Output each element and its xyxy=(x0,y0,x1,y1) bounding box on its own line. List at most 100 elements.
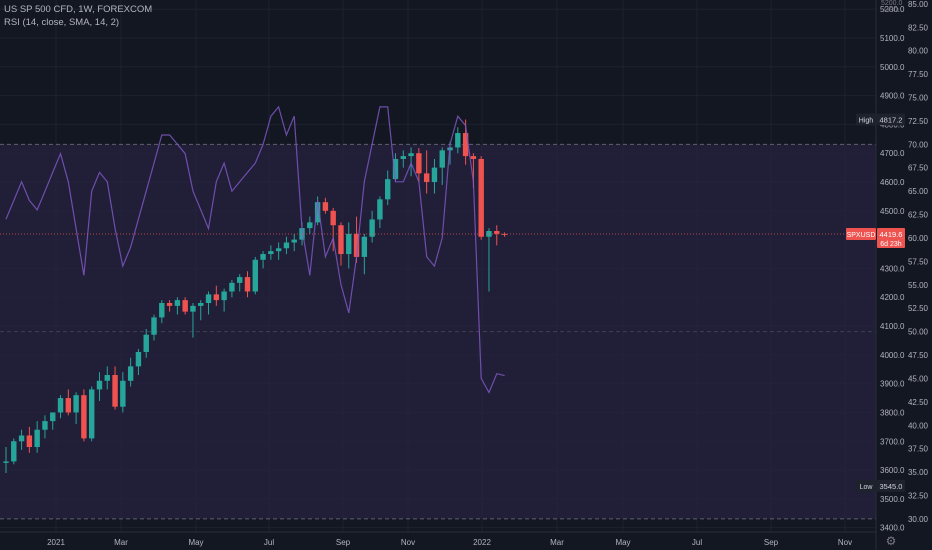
price-axis-label: 3800.0 xyxy=(880,408,905,417)
candle-body xyxy=(166,303,173,306)
candle-body xyxy=(96,380,103,390)
price-axis[interactable]: 3400.0 3500.0 3600.0 3700.0 3800.0 3900.0 4000… xyxy=(880,0,905,533)
price-axis-label: 5200.0 xyxy=(880,5,905,14)
gear-icon[interactable]: ⚙ xyxy=(885,534,897,548)
candle-body xyxy=(143,334,149,352)
rsi-axis-label: 60.00 xyxy=(908,234,929,243)
time-axis-label: Jul xyxy=(264,538,274,547)
chart-legend: US SP 500 CFD, 1W, FOREXCOM RSI (14, clo… xyxy=(4,3,152,29)
candle-body xyxy=(190,305,196,312)
candle-body xyxy=(400,156,406,159)
rsi-axis-label: 67.50 xyxy=(908,164,929,173)
candle-body xyxy=(127,366,134,381)
rsi-axis-label: 32.50 xyxy=(908,491,929,500)
candle-body xyxy=(322,202,329,211)
time-axis-label: May xyxy=(188,538,203,547)
candle-body xyxy=(494,230,500,234)
candle-body xyxy=(151,317,157,335)
candle-body xyxy=(50,412,56,422)
price-axis-label: 4500.0 xyxy=(880,207,905,216)
candle-body xyxy=(11,441,17,462)
rsi-axis-label: 65.00 xyxy=(908,187,929,196)
candle-body xyxy=(260,254,266,260)
candle-body xyxy=(213,294,220,301)
candle-body xyxy=(198,303,204,306)
current-price-box xyxy=(877,227,905,248)
time-axis[interactable]: 2021 Mar May Jul Sep Nov 2022 Mar May Jul Sep Nov xyxy=(47,538,852,547)
time-axis-label: Jul xyxy=(692,538,702,547)
candle-body xyxy=(88,389,95,439)
candle-body xyxy=(439,150,445,168)
price-axis-label: 4100.0 xyxy=(880,322,905,331)
candle-body xyxy=(174,300,181,306)
low-tag-label-box xyxy=(856,479,876,492)
price-axis-label: 5000.0 xyxy=(880,63,905,72)
candle-body xyxy=(455,133,461,148)
rsi-axis-label: 70.00 xyxy=(908,140,929,149)
rsi-axis-label: 37.50 xyxy=(908,445,929,454)
current-symbol-label: SPXUSD xyxy=(847,232,876,239)
candle-body xyxy=(159,303,165,318)
low-tag-value: 3545.0 xyxy=(880,482,903,491)
candle-body xyxy=(299,228,305,240)
rsi-axis-label: 85.00 xyxy=(908,0,929,9)
candle-body xyxy=(26,435,33,448)
candle-body xyxy=(283,242,290,249)
time-axis-label: Sep xyxy=(764,538,779,547)
price-axis-label: 4200.0 xyxy=(880,293,905,302)
price-axis-label: 3400.0 xyxy=(880,524,905,533)
candle-body xyxy=(478,158,484,237)
candle-body xyxy=(307,222,313,229)
time-axis-label: 2022 xyxy=(473,538,491,547)
rsi-axis-label: 50.00 xyxy=(908,328,929,337)
axis-tags: High 4817.2 Low 3545.0 SPXUSD 4419.6 6d 23h xyxy=(846,113,905,492)
price-axis-label: 4900.0 xyxy=(880,92,905,101)
rsi-axis[interactable]: 30.00 32.50 35.00 37.50 40.00 42.50 45.00 47.50… xyxy=(908,0,929,524)
rsi-axis-label: 45.00 xyxy=(908,374,929,383)
candle-body xyxy=(314,202,321,223)
candle-body xyxy=(423,173,430,183)
candle-body xyxy=(237,277,243,283)
high-tag-value-box xyxy=(877,113,905,126)
rsi-axis-label: 55.00 xyxy=(908,281,929,290)
rsi-axis-label: 72.50 xyxy=(908,117,929,126)
price-axis-label: 4700.0 xyxy=(880,149,905,158)
candle-body xyxy=(392,158,399,180)
time-axis-label: 2021 xyxy=(47,538,65,547)
candle-body xyxy=(338,225,344,255)
time-axis-label: May xyxy=(615,538,630,547)
candle-body xyxy=(275,248,282,252)
price-axis-unit: USD xyxy=(884,7,899,14)
time-axis-label: Mar xyxy=(550,538,564,547)
candle-body xyxy=(353,233,360,257)
candle-body xyxy=(462,133,469,157)
candle-body xyxy=(205,294,212,304)
indicator-title[interactable]: RSI (14, close, SMA, 14, 2) xyxy=(4,17,120,28)
price-axis-label: 4000.0 xyxy=(880,351,905,360)
price-axis-label: 3900.0 xyxy=(880,380,905,389)
candle-body xyxy=(408,153,414,157)
low-tag-label: Low xyxy=(860,484,874,491)
candle-body xyxy=(81,395,87,439)
candle-body xyxy=(73,395,79,413)
symbol-title[interactable]: US SP 500 CFD, 1W, FOREXCOM xyxy=(4,4,153,15)
candle-body xyxy=(182,300,188,312)
candle-body xyxy=(3,461,9,463)
candle-body xyxy=(104,375,110,381)
candle-body xyxy=(486,230,492,237)
candle-body xyxy=(120,380,126,407)
time-axis-label: Nov xyxy=(838,538,852,547)
time-axis-background xyxy=(0,532,876,550)
rsi-axis-label: 52.50 xyxy=(908,304,929,313)
price-axis-currency: 5200.0 xyxy=(881,0,903,7)
candle-body xyxy=(244,277,251,292)
candle-body xyxy=(135,351,142,367)
candle-body xyxy=(377,199,383,220)
price-axis-label: 4600.0 xyxy=(880,178,905,187)
candle-body xyxy=(252,259,258,292)
high-tag-value: 4817.2 xyxy=(880,115,903,124)
candle-body xyxy=(385,179,391,200)
candle-body xyxy=(330,210,336,226)
candle-series xyxy=(3,119,508,473)
